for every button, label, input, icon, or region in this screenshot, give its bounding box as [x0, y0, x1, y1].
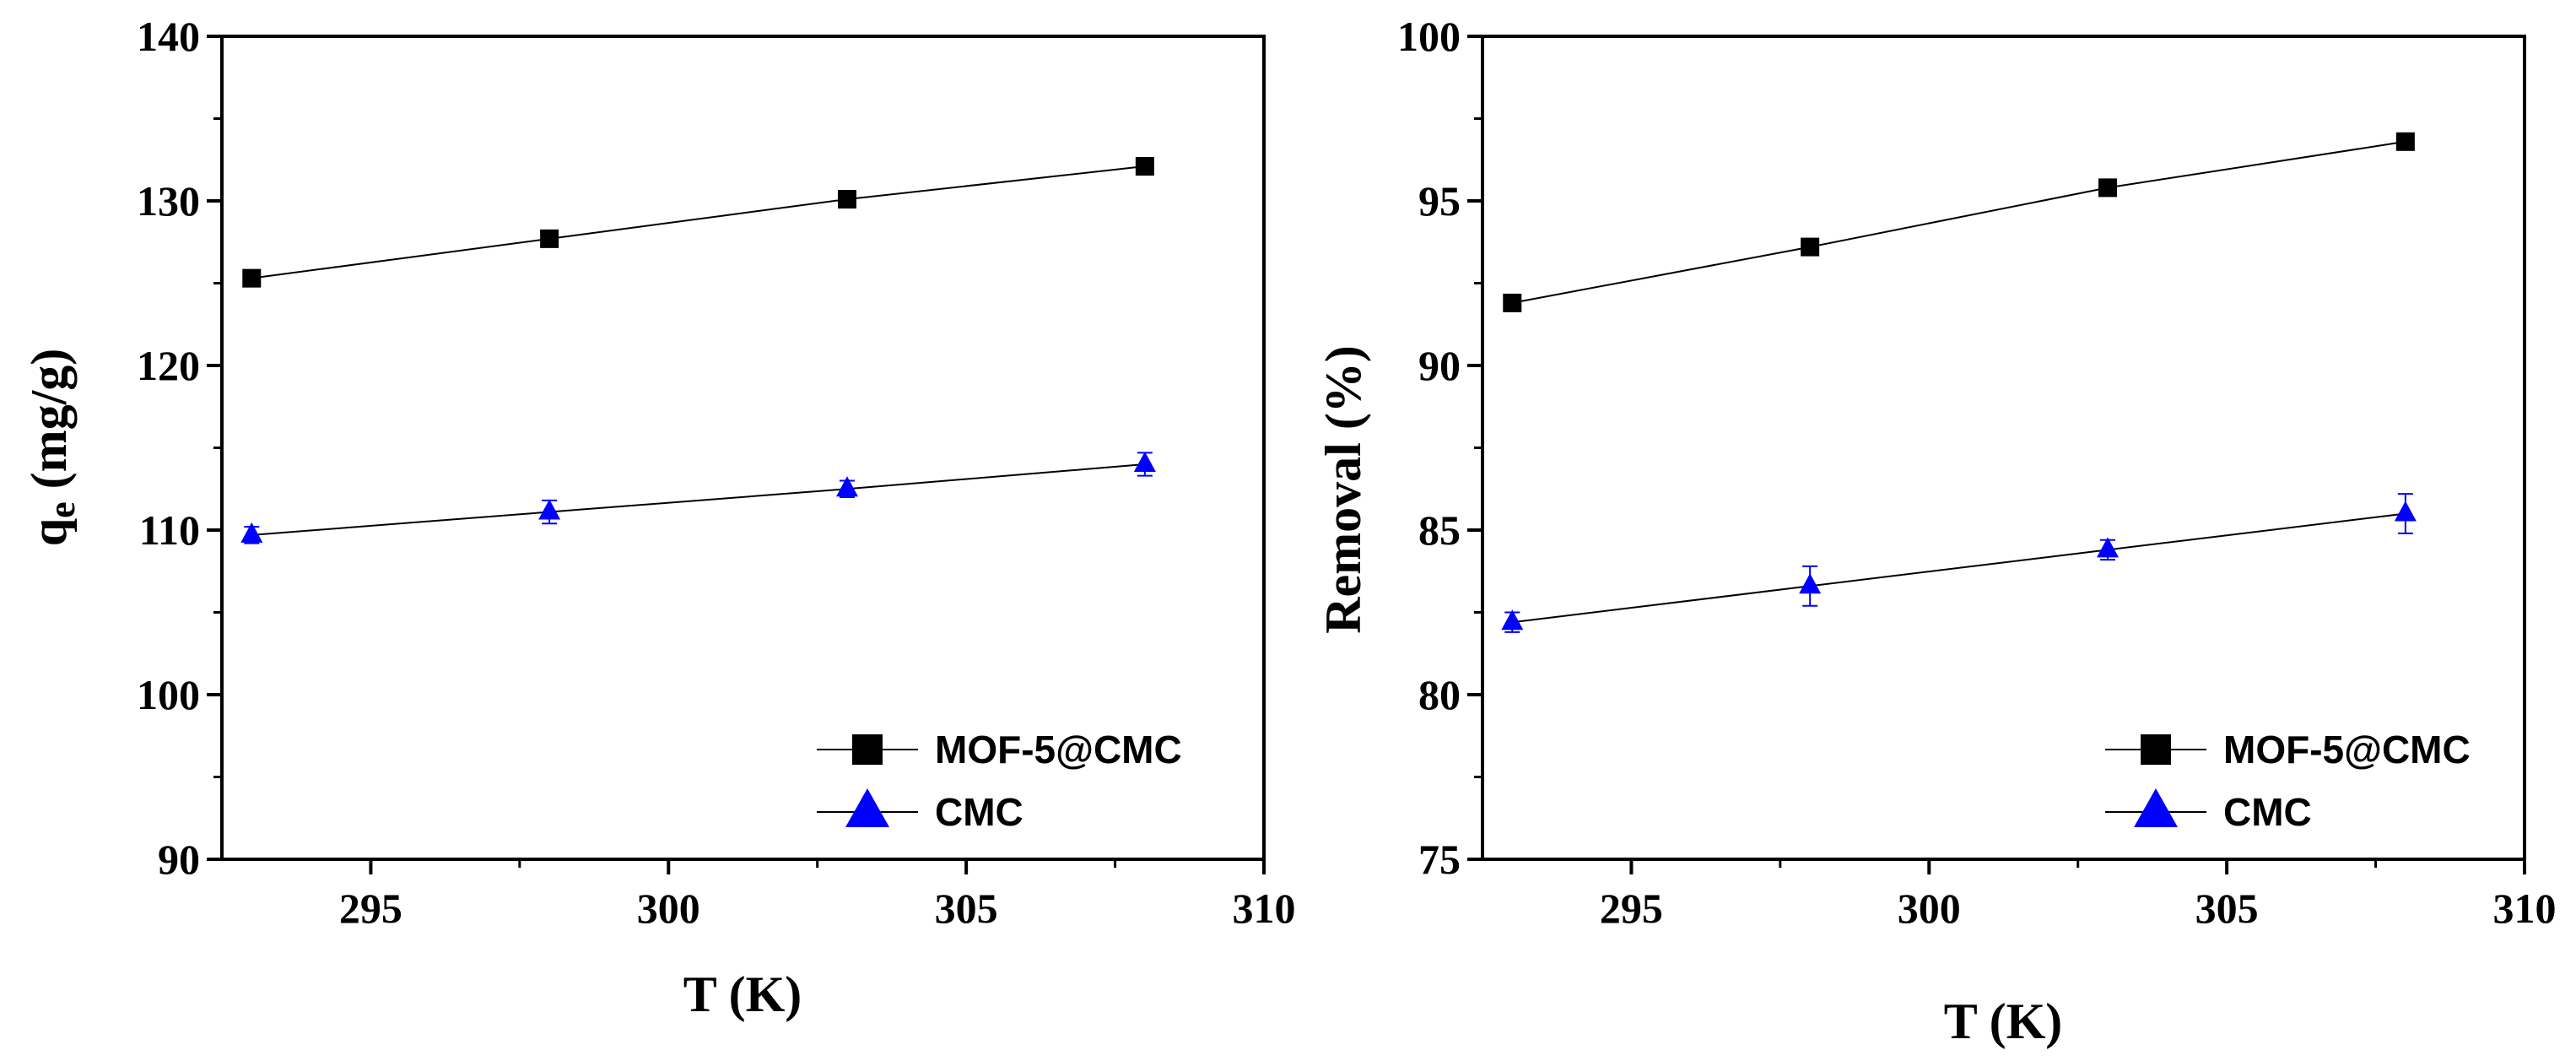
x-tick-label: 305 [935, 885, 998, 932]
data-point-mof [1503, 293, 1522, 312]
data-point-mof [1135, 157, 1154, 176]
series-line-mof [1512, 140, 2406, 304]
y-tick-label: 75 [1418, 836, 1461, 883]
y-tick-label: 100 [1397, 13, 1461, 60]
x-tick-label: 305 [2195, 885, 2259, 932]
x-tick-label: 300 [1898, 885, 1961, 932]
legend-marker-cmc [845, 788, 889, 827]
x-axis-title: T (K) [1944, 993, 2063, 1049]
y-axis-title-units: (mg/g) [21, 349, 77, 502]
data-point-cmc [538, 499, 561, 520]
y-axis-title-subscript: e [41, 501, 83, 518]
legend: MOF-5@CMC CMC [817, 728, 1182, 834]
x-tick-label: 300 [637, 885, 700, 932]
series-line-mof [251, 165, 1145, 279]
y-tick-label: 80 [1418, 671, 1461, 718]
y-axis-title-main: q [21, 518, 77, 546]
data-point-cmc [1133, 452, 1156, 472]
x-tick-label: 310 [1233, 885, 1296, 932]
legend-label-cmc: CMC [2223, 790, 2312, 834]
data-point-mof [838, 190, 856, 209]
series-line-cmc [251, 463, 1145, 536]
data-point-cmc [240, 522, 263, 543]
y-tick-label: 95 [1418, 177, 1461, 225]
legend-marker-mof [2141, 734, 2171, 765]
axis-ticks: 295 300 305 310 75 80 85 90 95 100 [1397, 13, 2557, 932]
legend-label-cmc: CMC [935, 790, 1023, 834]
data-point-mof [242, 268, 262, 288]
data-point-mof [2395, 132, 2415, 151]
y-tick-label: 110 [139, 506, 200, 554]
legend-label-mof: MOF-5@CMC [2223, 728, 2471, 771]
legend-marker-mof [852, 734, 883, 765]
data-point-mof [1801, 237, 1820, 257]
y-tick-label: 85 [1418, 506, 1461, 554]
legend: MOF-5@CMC CMC [2105, 728, 2471, 834]
data-point-cmc [836, 476, 858, 497]
y-tick-label: 90 [1418, 342, 1461, 389]
y-tick-label: 120 [137, 342, 200, 389]
x-tick-label: 295 [1600, 885, 1663, 932]
x-tick-label: 310 [2493, 885, 2557, 932]
y-tick-label: 90 [158, 836, 200, 883]
x-axis-title: T (K) [683, 966, 802, 1022]
y-axis-title: Removal (%) [1315, 345, 1371, 634]
legend-label-mof: MOF-5@CMC [935, 728, 1182, 771]
y-axis-title: qe (mg/g) [21, 349, 83, 547]
y-tick-label: 130 [137, 177, 200, 225]
y-tick-label: 140 [137, 13, 200, 60]
data-point-cmc [2097, 537, 2119, 558]
chart-removal: 295 300 305 310 75 80 85 90 95 100 T (K) Removal … [1315, 13, 2557, 1049]
data-point-cmc [2394, 501, 2417, 522]
y-tick-label: 100 [137, 671, 200, 718]
data-point-cmc [1799, 573, 1822, 594]
series-layer [240, 157, 1156, 544]
data-point-mof [2098, 178, 2117, 198]
series-layer [1501, 132, 2417, 633]
data-point-mof [540, 229, 559, 248]
series-line-cmc [1512, 512, 2406, 624]
legend-marker-cmc [2134, 788, 2178, 827]
x-tick-label: 295 [339, 885, 402, 932]
data-point-cmc [1501, 609, 1524, 631]
chart-qe: 295 300 305 310 90 100 110 120 130 140 T (K) qe (… [21, 13, 1296, 1022]
axis-ticks: 295 300 305 310 90 100 110 120 130 140 [137, 13, 1296, 932]
